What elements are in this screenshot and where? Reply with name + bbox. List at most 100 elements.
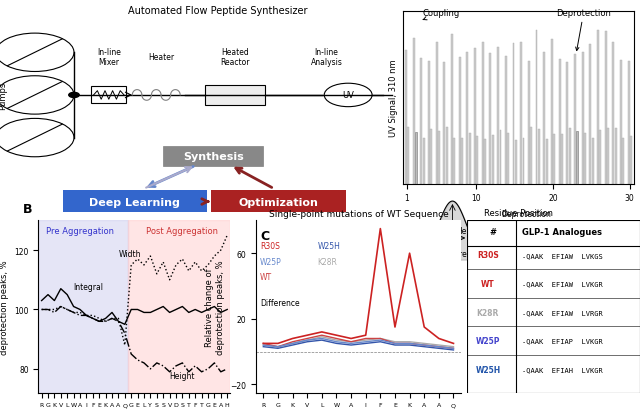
Bar bbox=[600, 130, 602, 184]
Bar bbox=[592, 139, 594, 184]
X-axis label: Residue Position: Residue Position bbox=[484, 208, 553, 217]
FancyBboxPatch shape bbox=[92, 87, 126, 104]
Bar bbox=[500, 130, 502, 184]
Text: UV: UV bbox=[342, 91, 354, 100]
Bar bbox=[459, 58, 461, 184]
Bar bbox=[467, 53, 468, 184]
Text: Width: Width bbox=[118, 249, 141, 258]
Text: Coupling: Coupling bbox=[423, 9, 460, 21]
Bar bbox=[128, 221, 230, 393]
Text: Height: Height bbox=[456, 226, 482, 235]
Bar bbox=[569, 128, 571, 184]
Bar bbox=[423, 139, 425, 184]
Bar bbox=[628, 62, 630, 184]
Text: #: # bbox=[490, 228, 497, 236]
Text: B: B bbox=[23, 202, 33, 215]
Bar bbox=[508, 134, 509, 184]
Bar bbox=[444, 63, 445, 184]
Bar bbox=[623, 138, 625, 184]
Bar bbox=[520, 43, 522, 184]
Text: -QAAK  EFIAH  LVKGR: -QAAK EFIAH LVKGR bbox=[522, 366, 603, 372]
Text: Deprotection: Deprotection bbox=[556, 9, 611, 52]
Bar bbox=[546, 140, 548, 184]
Title: Single-point mutations of WT Sequence: Single-point mutations of WT Sequence bbox=[269, 210, 448, 219]
Bar bbox=[469, 134, 471, 184]
Text: C: C bbox=[260, 229, 269, 243]
Bar bbox=[577, 132, 579, 184]
Bar bbox=[620, 61, 622, 184]
Text: K28R: K28R bbox=[317, 257, 337, 266]
Bar bbox=[438, 131, 440, 184]
Text: Pre Aggregation: Pre Aggregation bbox=[46, 227, 114, 236]
Bar bbox=[615, 128, 617, 184]
Bar bbox=[612, 43, 614, 184]
Bar bbox=[630, 137, 632, 184]
Text: WT: WT bbox=[260, 272, 272, 281]
FancyBboxPatch shape bbox=[163, 147, 263, 167]
Bar bbox=[490, 54, 492, 184]
Text: R30S: R30S bbox=[260, 241, 280, 250]
Text: Automated Flow Peptide Synthesizer: Automated Flow Peptide Synthesizer bbox=[128, 7, 307, 16]
Text: -QAAK  EFIAW  LVKGR: -QAAK EFIAW LVKGR bbox=[522, 281, 603, 287]
Text: R30S: R30S bbox=[477, 251, 499, 260]
FancyBboxPatch shape bbox=[211, 190, 346, 214]
Bar bbox=[582, 53, 584, 184]
Bar bbox=[574, 55, 576, 184]
Text: In-line
Analysis: In-line Analysis bbox=[310, 48, 342, 67]
Text: Heated
Reactor: Heated Reactor bbox=[220, 48, 250, 67]
Text: -QAAK  EFIAP  LVKGR: -QAAK EFIAP LVKGR bbox=[522, 338, 603, 344]
Text: -QAAK  EFIAW  LVRGR: -QAAK EFIAW LVRGR bbox=[522, 309, 603, 315]
Text: Heater: Heater bbox=[148, 53, 174, 62]
Bar bbox=[497, 48, 499, 184]
Bar bbox=[551, 40, 553, 184]
Y-axis label: Relative change of
deprotection peaks, %: Relative change of deprotection peaks, % bbox=[0, 260, 8, 354]
Bar bbox=[538, 130, 540, 184]
Y-axis label: UV Signal, 310 nm: UV Signal, 310 nm bbox=[388, 59, 397, 137]
Bar bbox=[589, 45, 591, 184]
Text: -QAAK  EFIAW  LVKGS: -QAAK EFIAW LVKGS bbox=[522, 252, 603, 258]
Bar bbox=[492, 136, 494, 184]
Bar bbox=[431, 129, 433, 184]
Bar bbox=[554, 135, 556, 184]
Bar bbox=[543, 53, 545, 184]
Text: ← Area: ← Area bbox=[445, 249, 471, 258]
Bar bbox=[461, 139, 463, 184]
Bar bbox=[605, 31, 607, 184]
FancyBboxPatch shape bbox=[63, 190, 207, 214]
Bar bbox=[451, 35, 453, 184]
Text: Deprotection
Peak: Deprotection Peak bbox=[502, 209, 552, 229]
Text: WT: WT bbox=[481, 279, 495, 288]
Text: Height: Height bbox=[170, 371, 195, 380]
Bar bbox=[561, 134, 563, 184]
Bar bbox=[454, 138, 456, 184]
Text: W25P: W25P bbox=[476, 336, 500, 345]
Text: Optimization: Optimization bbox=[239, 197, 319, 207]
Bar bbox=[408, 128, 410, 184]
Bar bbox=[607, 129, 609, 184]
Bar bbox=[505, 57, 507, 184]
Bar bbox=[523, 139, 525, 184]
Bar bbox=[566, 63, 568, 184]
Text: Synthesis: Synthesis bbox=[183, 152, 244, 162]
Text: GLP-1 Analogues: GLP-1 Analogues bbox=[522, 228, 602, 236]
Text: Integral: Integral bbox=[74, 282, 104, 291]
Text: Width: Width bbox=[470, 234, 493, 243]
Text: K28R: K28R bbox=[477, 308, 499, 317]
Text: Deep Learning: Deep Learning bbox=[90, 197, 180, 207]
Text: Difference: Difference bbox=[260, 298, 300, 307]
Text: W25H: W25H bbox=[476, 365, 500, 374]
Bar bbox=[474, 49, 476, 184]
Bar bbox=[597, 31, 599, 184]
Bar bbox=[420, 58, 422, 184]
Bar bbox=[482, 43, 484, 184]
Bar bbox=[405, 51, 407, 184]
Bar bbox=[484, 139, 486, 184]
Bar bbox=[413, 39, 415, 184]
Bar bbox=[205, 86, 266, 105]
Bar bbox=[536, 31, 538, 184]
Bar bbox=[584, 134, 586, 184]
Text: Post Aggregation: Post Aggregation bbox=[147, 227, 218, 236]
Text: W25P: W25P bbox=[260, 257, 282, 266]
Text: Pumps: Pumps bbox=[0, 82, 6, 110]
Bar bbox=[415, 133, 417, 184]
